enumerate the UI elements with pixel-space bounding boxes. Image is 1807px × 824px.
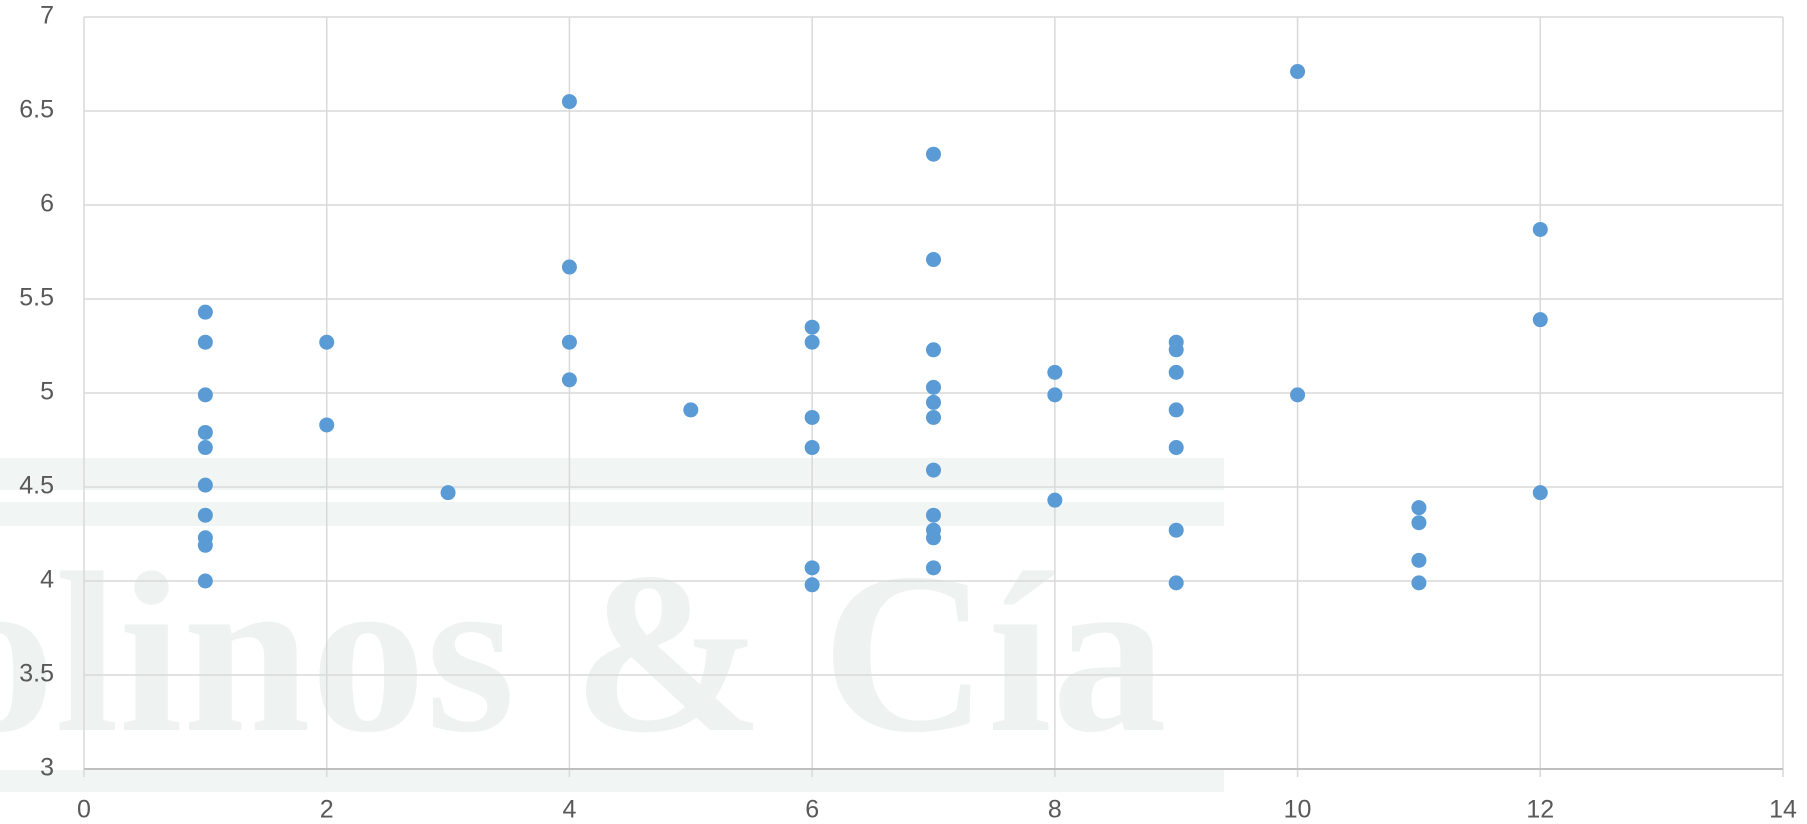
x-tick-label: 14 [1769,796,1797,824]
point [441,485,456,500]
point [926,252,941,267]
point [1169,342,1184,357]
point [1533,485,1548,500]
point [562,335,577,350]
point [926,508,941,523]
point [805,440,820,455]
point [1411,553,1426,568]
y-tick-label: 5.5 [19,284,54,312]
point [1047,387,1062,402]
x-tick-label: 8 [1048,796,1062,824]
point [805,560,820,575]
x-tick-label: 4 [562,796,576,824]
y-tick-label: 6.5 [19,96,54,124]
y-tick-label: 6 [40,190,54,218]
point [1411,500,1426,515]
point [1533,222,1548,237]
point [1047,493,1062,508]
x-tick-label: 12 [1526,796,1554,824]
y-tick-label: 3 [40,754,54,782]
point [1169,575,1184,590]
x-tick-label: 0 [77,796,91,824]
point [1169,402,1184,417]
x-tick-label: 6 [805,796,819,824]
point [805,410,820,425]
point [1169,523,1184,538]
point [198,440,213,455]
point [198,508,213,523]
point [926,410,941,425]
point [198,574,213,589]
point [1290,64,1305,79]
x-tick-label: 2 [320,796,334,824]
point [926,560,941,575]
point [926,342,941,357]
y-tick-label: 7 [40,2,54,30]
point [926,530,941,545]
point [319,417,334,432]
watermark: olinos & Cía [0,525,1167,780]
chart: olinos & Cía 3 3.5 4 4.5 5 5.5 6 6.5 7 0 2 4 6 8 10 12 1… [0,0,1807,824]
point [198,387,213,402]
y-tick-label: 3.5 [19,660,54,688]
point [683,402,698,417]
point [1169,365,1184,380]
x-tick-label: 10 [1284,796,1312,824]
point [198,335,213,350]
point [926,147,941,162]
point [562,94,577,109]
y-tick-label: 5 [40,378,54,406]
point [198,478,213,493]
point [926,395,941,410]
point [198,425,213,440]
point [805,320,820,335]
point [319,335,334,350]
point [1411,515,1426,530]
point [1169,440,1184,455]
point [562,372,577,387]
point [198,538,213,553]
y-tick-label: 4.5 [19,472,54,500]
point [926,380,941,395]
point [805,577,820,592]
point [1290,387,1305,402]
point [1411,575,1426,590]
y-tick-label: 4 [40,566,54,594]
point [926,463,941,478]
point [198,305,213,320]
point [562,260,577,275]
point [1533,312,1548,327]
point [805,335,820,350]
point [1047,365,1062,380]
